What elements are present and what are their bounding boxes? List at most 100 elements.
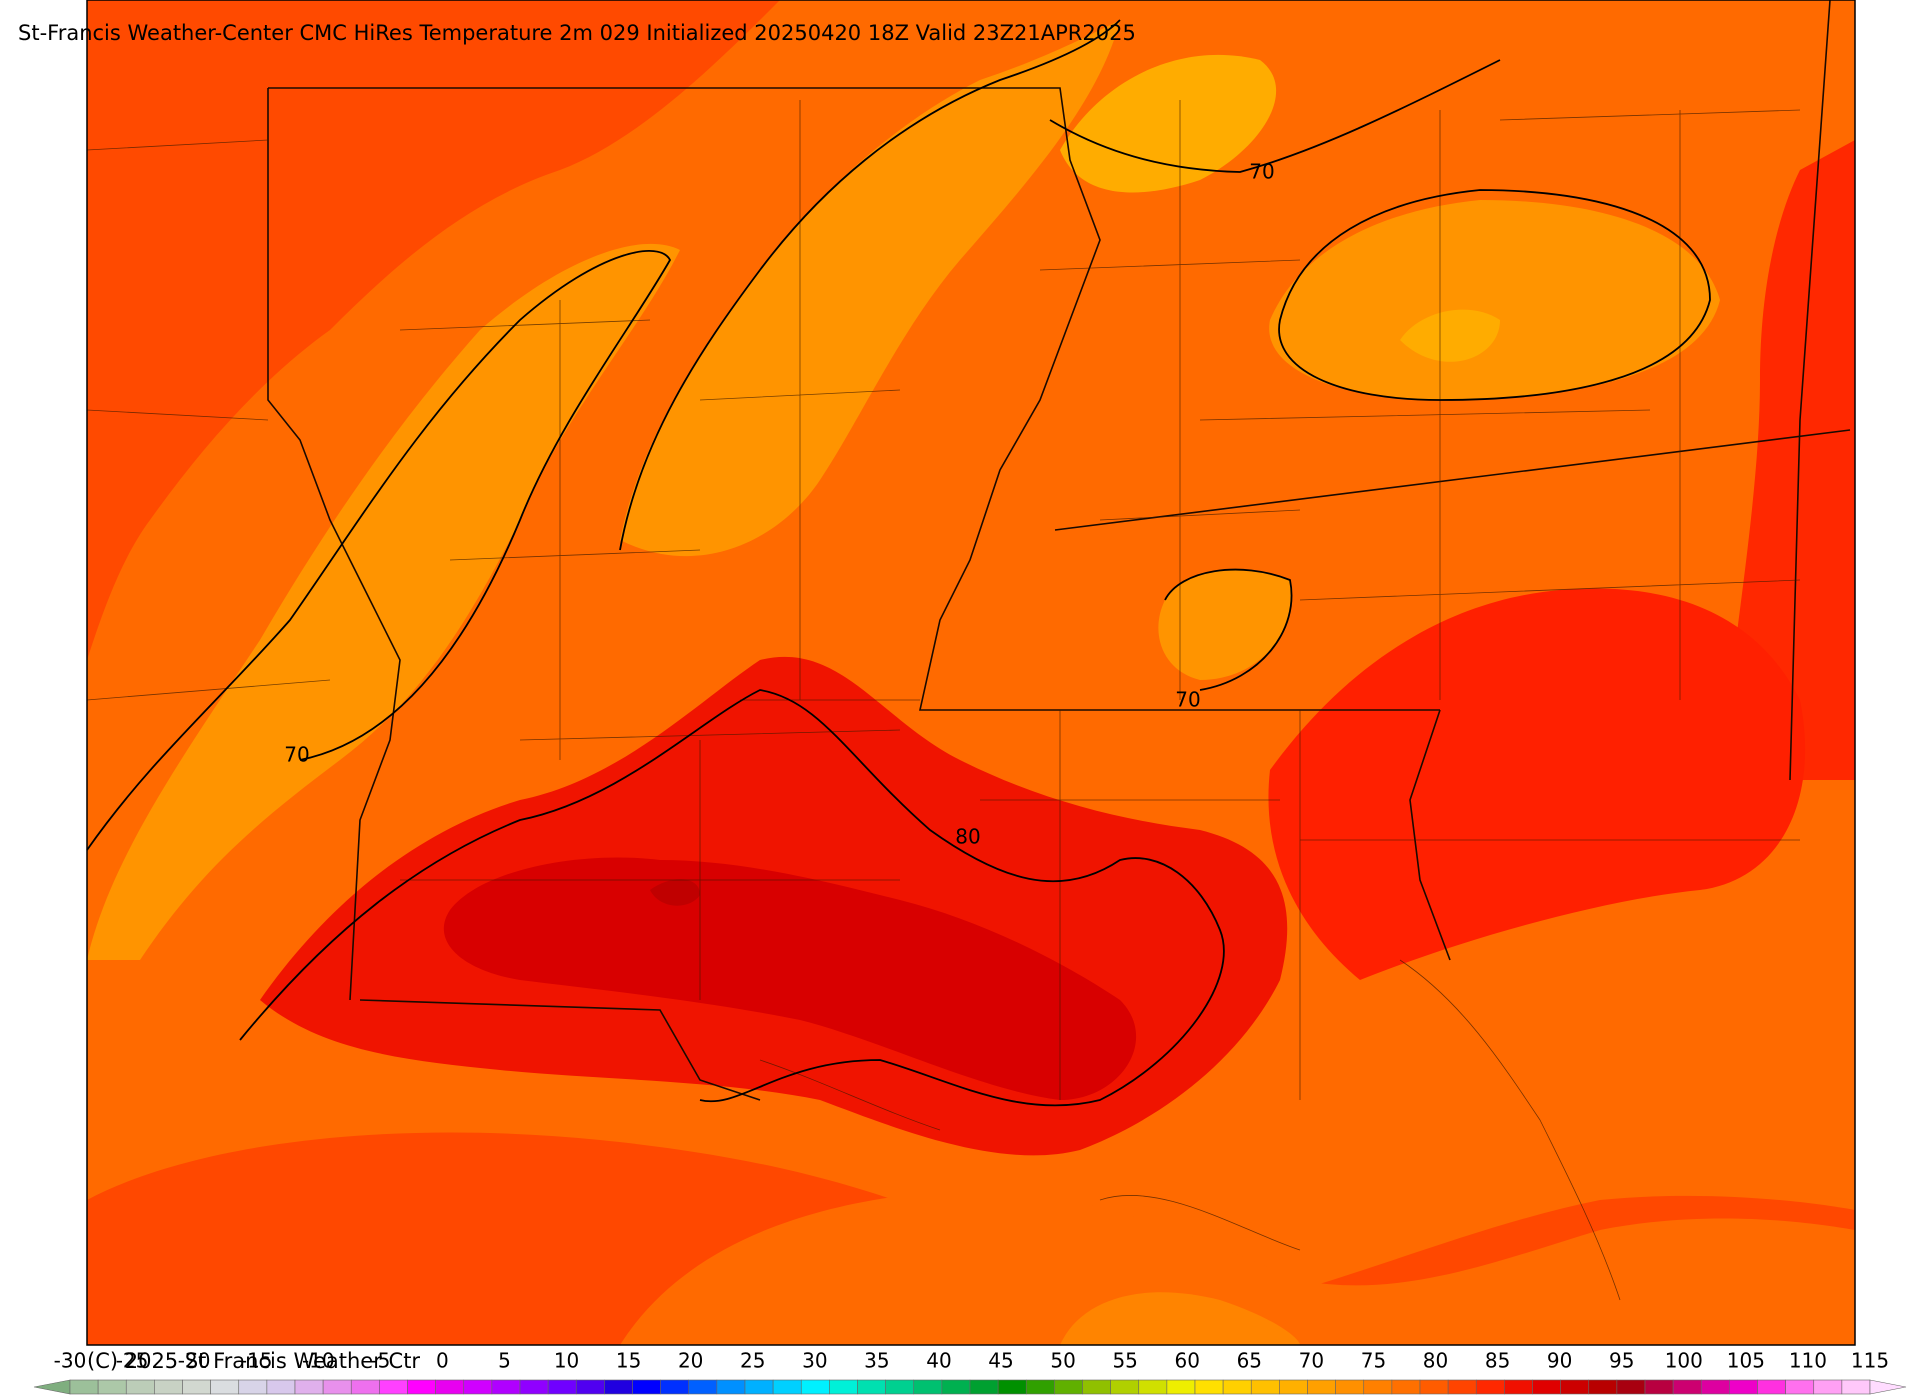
colorbar-swatch xyxy=(1616,1379,1646,1395)
state-border xyxy=(268,87,1440,711)
colorbar-swatch xyxy=(1785,1379,1815,1395)
colorbar-swatch xyxy=(407,1379,436,1395)
state-border xyxy=(267,88,401,1001)
map-title: St-Francis Weather-Center CMC HiRes Temp… xyxy=(18,21,1136,45)
colorbar-swatch xyxy=(857,1379,886,1395)
colorbar: -30 -25 -20 -15 -10 -5 0 5 10 15 20 25 30 35 40 45 50 55 6… xyxy=(33,1349,1907,1395)
colorbar-tick-label: 35 xyxy=(864,1349,889,1373)
colorbar-swatch xyxy=(1729,1379,1758,1395)
colorbar-swatch xyxy=(772,1379,802,1395)
colorbar-over xyxy=(1869,1379,1907,1395)
colorbar-tick-label: -30 xyxy=(54,1349,87,1373)
coastline xyxy=(759,959,1621,1301)
colorbar-swatch xyxy=(1110,1379,1140,1395)
copyright: (C) 2025 St Francis Weather Ctr xyxy=(87,1349,420,1373)
colorbar-tick-label: -20 xyxy=(178,1349,211,1373)
colorbar-swatch xyxy=(1194,1379,1224,1395)
colorbar-swatch xyxy=(97,1379,127,1395)
colorbar-swatch xyxy=(1391,1379,1421,1395)
colorbar-tick-label: 65 xyxy=(1237,1349,1262,1373)
colorbar-tick-label: 75 xyxy=(1361,1349,1386,1373)
contour-70 xyxy=(619,19,1121,551)
colorbar-swatch xyxy=(660,1379,690,1395)
colorbar-tick-label: 85 xyxy=(1485,1349,1510,1373)
colorbar-swatch xyxy=(238,1379,268,1395)
contour-label: 70 xyxy=(284,743,309,767)
colorbar-swatch xyxy=(1644,1379,1674,1395)
temp-75-80 xyxy=(87,0,780,660)
contour-70 xyxy=(1278,189,1711,401)
colorbar-swatch xyxy=(1054,1379,1083,1395)
colorbar-swatch xyxy=(744,1379,774,1395)
colorbar-swatch xyxy=(575,1379,605,1395)
temp-70-75 xyxy=(1060,1292,1300,1345)
colorbar-swatch xyxy=(1504,1379,1533,1395)
colorbar-swatch xyxy=(69,1379,99,1395)
colorbar-swatch xyxy=(379,1379,408,1395)
map: 70 70 70 80 xyxy=(86,0,1856,1346)
colorbar-tick-label: 60 xyxy=(1175,1349,1200,1373)
colorbar-swatch xyxy=(1250,1379,1280,1395)
colorbar-swatch xyxy=(913,1379,943,1395)
colorbar-tick-label: 20 xyxy=(678,1349,703,1373)
colorbar-tick-label: 40 xyxy=(926,1349,951,1373)
colorbar-swatch xyxy=(604,1379,633,1395)
colorbar-swatch xyxy=(182,1379,211,1395)
state-border xyxy=(1789,0,1831,781)
colorbar-swatch xyxy=(1335,1379,1365,1395)
temp-80-85 xyxy=(1720,140,1855,780)
colorbar-swatch xyxy=(1700,1379,1730,1395)
colorbar-swatch xyxy=(1588,1379,1618,1395)
colorbar-swatch xyxy=(322,1379,352,1395)
temp-70-75 xyxy=(87,243,680,961)
colorbar-swatch xyxy=(210,1379,240,1395)
colorbar-tick-label: -10 xyxy=(302,1349,335,1373)
colorbar-tick-label: 70 xyxy=(1299,1349,1324,1373)
temp-80-85 xyxy=(1268,588,1806,980)
colorbar-swatch xyxy=(1419,1379,1449,1395)
colorbar-swatch xyxy=(125,1379,155,1395)
colorbar-swatch xyxy=(547,1379,577,1395)
colorbar-swatch xyxy=(688,1379,718,1395)
colorbar-tick-label: 10 xyxy=(554,1349,579,1373)
colorbar-swatch xyxy=(1841,1379,1871,1395)
colorbar-tick-label: 0 xyxy=(436,1349,449,1373)
colorbar-swatch xyxy=(885,1379,915,1395)
colorbar-swatch xyxy=(1532,1379,1561,1395)
temp-70-75 xyxy=(620,1190,1855,1345)
colorbar-swatch xyxy=(266,1379,296,1395)
colorbar-swatch xyxy=(1166,1379,1196,1395)
contour-label: 70 xyxy=(1175,688,1200,712)
contour-70 xyxy=(1049,59,1501,173)
colorbar-swatch xyxy=(1757,1379,1786,1395)
colorbar-swatch xyxy=(800,1379,830,1395)
colorbar-tick-label: 50 xyxy=(1050,1349,1075,1373)
colorbar-swatch xyxy=(716,1379,746,1395)
colorbar-tick-label: 5 xyxy=(498,1349,511,1373)
colorbar-swatch xyxy=(1025,1379,1055,1395)
colorbar-swatch xyxy=(1363,1379,1393,1395)
state-border xyxy=(359,999,761,1101)
colorbar-under xyxy=(33,1379,71,1395)
contour-label: 70 xyxy=(1249,160,1274,184)
contour-80 xyxy=(239,689,1225,1107)
colorbar-swatch xyxy=(435,1379,465,1395)
colorbar-swatch xyxy=(1307,1379,1336,1395)
county-border xyxy=(86,100,1801,1100)
colorbar-swatch xyxy=(969,1379,999,1395)
colorbar-tick-label: 25 xyxy=(740,1349,765,1373)
temp-65-70 xyxy=(1060,54,1277,193)
colorbar-swatch xyxy=(1138,1379,1168,1395)
contour-70 xyxy=(86,250,672,851)
colorbar-swatch xyxy=(154,1379,183,1395)
colorbar-tick-label: 95 xyxy=(1609,1349,1634,1373)
contour-label: 80 xyxy=(955,825,980,849)
colorbar-swatch xyxy=(1672,1379,1702,1395)
colorbar-tick-label: 110 xyxy=(1789,1349,1827,1373)
colorbar-tick-label: 100 xyxy=(1665,1349,1703,1373)
colorbar-tick-label: -15 xyxy=(240,1349,273,1373)
colorbar-tick-label: -5 xyxy=(370,1349,390,1373)
temp-70-75 xyxy=(620,20,1120,557)
temp-85-90 xyxy=(443,857,1137,1100)
